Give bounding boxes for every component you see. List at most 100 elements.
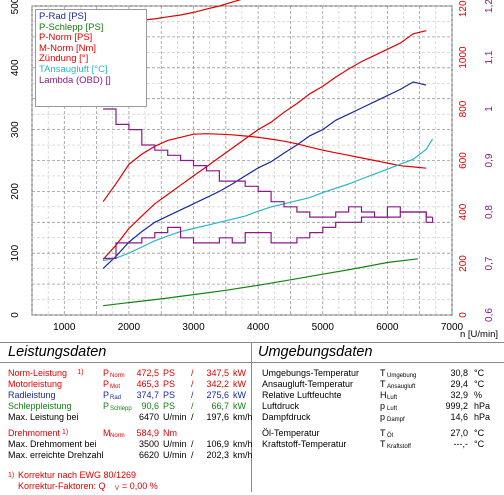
performance-v1: 465,3 — [136, 379, 159, 389]
environment-val: 999,2 — [445, 401, 468, 411]
performance-v1: 6470 — [138, 412, 159, 422]
performance-sep: / — [191, 401, 194, 411]
y-left-tick-label: 400 — [10, 59, 21, 76]
performance-u1: PS — [163, 379, 176, 389]
performance-sub: Rad — [110, 395, 122, 401]
environment-unit: hPa — [474, 401, 491, 411]
footnote-1-mark: 1) — [8, 472, 15, 479]
environment-label: Luftdruck — [262, 401, 300, 411]
torque-u1: Nm — [163, 428, 177, 438]
torque-sep: / — [191, 450, 194, 460]
environment-sub: Kraftstoff — [387, 444, 411, 450]
environment-sub: Dampf — [387, 417, 405, 423]
y-right-outer-tick-label: 800 — [458, 100, 469, 117]
environment-label: Umgebungs-Temperatur — [262, 368, 360, 378]
performance-u1: PS — [163, 401, 176, 411]
torque-v2: 202,3 — [206, 450, 229, 460]
series-layer — [102, 0, 434, 307]
torque-label: Max. Drehmoment bei — [8, 439, 97, 449]
environment-unit: hPa — [474, 412, 491, 422]
performance-u1: U/min — [163, 412, 187, 422]
series-line-5 — [102, 138, 434, 262]
torque-u2: km/h — [233, 450, 253, 460]
torque-label: Drehmoment — [8, 428, 61, 438]
performance-sym: P — [103, 390, 110, 400]
environment-val: 27,0 — [450, 428, 468, 438]
y-right-inner-tick-label: 0,6 — [484, 308, 495, 322]
performance-v2: 342,2 — [206, 379, 229, 389]
torque-sub: Norm — [110, 433, 125, 439]
performance-note: 1) — [77, 369, 84, 376]
performance-v1: 472,5 — [136, 368, 159, 378]
series-line-3 — [102, 133, 427, 203]
environment-row: Ansaugluft-Temperatur T Ansaugluft 29,4 °C — [262, 379, 500, 390]
legend: P-Rad [PS] P-Schlepp [PS] P-Norm [PS] M-… — [35, 9, 147, 107]
performance-v2: 275,6 — [206, 390, 229, 400]
torque-row: Max. Drehmoment bei 3500 U/min / 106,9 km/h — [8, 439, 253, 450]
performance-sep: / — [191, 390, 194, 400]
performance-sub: Norm — [110, 373, 125, 379]
performance-v1: 90,6 — [141, 401, 159, 411]
series-line-1 — [103, 258, 418, 307]
y-right-inner-tick-label: 0,8 — [484, 205, 495, 219]
performance-v2: 197,6 — [206, 412, 229, 422]
performance-label: Motorleistung — [8, 379, 63, 389]
y-left-tick-label: 0 — [10, 312, 21, 318]
torque-v1: 6620 — [138, 450, 159, 460]
environment-label: Dampfdruck — [262, 412, 311, 422]
y-right-outer-tick-label: 600 — [458, 152, 469, 169]
environment-sym: p — [380, 412, 386, 422]
y-left-tick-label: 200 — [10, 183, 21, 200]
performance-u2: kW — [233, 390, 246, 400]
performance-label: Schleppleistung — [8, 401, 72, 411]
left-panel-title: Leistungsdaten — [8, 344, 107, 360]
performance-sym: P — [103, 401, 110, 411]
performance-u2: kW — [233, 401, 246, 411]
torque-u2: km/h — [233, 439, 253, 449]
torque-v1: 584,9 — [136, 428, 159, 438]
y-right-inner-tick-label: 1,2 — [484, 0, 495, 13]
y-right-inner-tick-label: 1,1 — [484, 50, 495, 64]
series-line-4 — [103, 0, 242, 24]
environment-row: Umgebungs-Temperatur T Umgebung 30,8 °C — [262, 368, 500, 379]
environment-sym: T — [380, 439, 386, 449]
environment-unit: °C — [474, 439, 485, 449]
y-right-outer-tick-label: 1000 — [458, 46, 469, 69]
x-tick-label: 5000 — [312, 322, 335, 333]
performance-row: Motorleistung P Mot 465,3 PS / 342,2 kW — [8, 379, 250, 390]
torque-v2: 106,9 — [206, 439, 229, 449]
legend-p-norm: P-Norm [PS] — [39, 32, 93, 44]
torque-label: Max. erreichte Drehzahl — [8, 450, 104, 460]
x-tick-label: 1000 — [53, 322, 76, 333]
environment-unit: °C — [474, 368, 485, 378]
y-right-inner-tick-label: 0,9 — [484, 153, 495, 167]
environment-label: Ansaugluft-Temperatur — [262, 379, 354, 389]
title-divider — [0, 362, 504, 363]
y-left-tick-label: 300 — [10, 121, 21, 138]
environment-row: Relative Luftfeuchte H Luft 32,9% — [262, 390, 500, 401]
performance-u1: PS — [163, 390, 176, 400]
torque-sym: M — [103, 428, 111, 438]
y-right-outer-tick-label: 400 — [458, 203, 469, 220]
performance-row: Norm-Leistung 1) P Norm 472,5 PS / 347,5 kW — [8, 368, 250, 379]
environment-val: 30,8 — [450, 368, 468, 378]
performance-label: Max. Leistung bei — [8, 412, 79, 422]
performance-sep: / — [191, 368, 194, 378]
y-right-inner-tick-label: 0,7 — [484, 256, 495, 270]
x-tick-label: 3000 — [182, 322, 205, 333]
environment-row: Dampfdruck p Dampf 14,6 hPa — [262, 412, 500, 423]
top-divider — [0, 342, 504, 343]
performance-sep: / — [191, 412, 194, 422]
environment-unit: °C — [474, 428, 485, 438]
info-panels: Leistungsdaten Umgebungsdaten Norm-Leist… — [0, 340, 504, 492]
environment-sym: T — [380, 368, 386, 378]
y-left-tick-label: 500 — [10, 0, 21, 14]
x-tick-label: 7000 — [441, 322, 464, 333]
torque-v1: 3500 — [138, 439, 159, 449]
performance-u1: PS — [163, 368, 176, 378]
y-left-tick-label: 100 — [10, 244, 21, 261]
performance-sep: / — [191, 379, 194, 389]
environment-val: 14,6 — [450, 412, 468, 422]
environment-row: Öl-Temperatur T Öl 27,0 °C — [262, 428, 500, 439]
